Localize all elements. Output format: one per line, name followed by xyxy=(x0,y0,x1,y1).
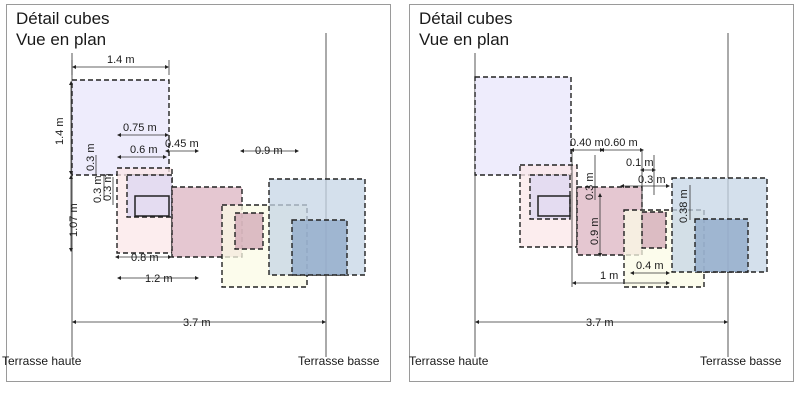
right-subtitle: Vue en plan xyxy=(419,30,510,49)
label-terrasse-basse-left: Terrasse basse xyxy=(298,354,380,368)
dim-107: 1.07 m xyxy=(68,203,80,237)
cube-lavender-small xyxy=(529,174,571,220)
dim-08: 0.8 m xyxy=(131,252,159,264)
dim-12: 1.2 m xyxy=(145,273,173,285)
dim-09: 0.9 m xyxy=(589,217,601,245)
dim-04: 0.4 m xyxy=(636,260,664,272)
dim-040: 0.40 m xyxy=(570,137,604,149)
cube-rose-mid xyxy=(641,211,667,249)
dim-1: 1 m xyxy=(600,270,618,282)
dim-side-height: 1.4 m xyxy=(54,117,66,145)
dim-06: 0.6 m xyxy=(130,144,158,156)
dim-01: 0.1 m xyxy=(626,157,654,169)
dim-075: 0.75 m xyxy=(123,122,157,134)
cube-large-lavender xyxy=(474,76,572,176)
cube-rose-mid xyxy=(234,212,264,250)
left-plan-panel: Détail cubes Vue en plan xyxy=(6,4,391,382)
dim-03a: 0.3 m xyxy=(85,143,97,171)
dim-03-vertical: 0.3 m xyxy=(584,172,596,200)
label-terrasse-basse-right: Terrasse basse xyxy=(700,354,782,368)
dim-total: 3.7 m xyxy=(586,317,614,329)
dim-top-width: 1.4 m xyxy=(107,54,135,66)
right-title: Détail cubes xyxy=(419,9,513,28)
dim-03b: 0.3 m xyxy=(92,175,104,203)
left-plan-drawing: 1.4 m 1.4 m 0.75 m 0.6 m 0.45 m 0.9 m 0.… xyxy=(54,33,366,357)
cube-large-lavender xyxy=(71,79,170,176)
left-title: Détail cubes xyxy=(16,9,110,28)
right-plan-panel: Détail cubes Vue en plan xyxy=(409,4,794,382)
dim-03-horizontal: 0.3 m xyxy=(638,174,666,186)
dim-09: 0.9 m xyxy=(255,145,283,157)
cube-steel-dark xyxy=(694,218,749,273)
cube-steel-dark xyxy=(291,219,348,276)
dim-060: 0.60 m xyxy=(604,137,638,149)
label-terrasse-haute-right: Terrasse haute xyxy=(409,354,489,368)
cube-outline-small xyxy=(134,195,170,217)
cube-outline-small xyxy=(537,195,571,217)
dim-038: 0.38 m xyxy=(678,189,690,223)
left-subtitle: Vue en plan xyxy=(16,30,107,49)
dim-03c: 0.3 m xyxy=(102,173,114,201)
dim-total: 3.7 m xyxy=(183,317,211,329)
dim-045: 0.45 m xyxy=(165,138,199,150)
label-terrasse-haute-left: Terrasse haute xyxy=(2,354,82,368)
right-plan-drawing: 0.40 m 0.60 m 0.1 m 0.3 m 0.3 m 0.9 m 0.… xyxy=(474,33,768,357)
